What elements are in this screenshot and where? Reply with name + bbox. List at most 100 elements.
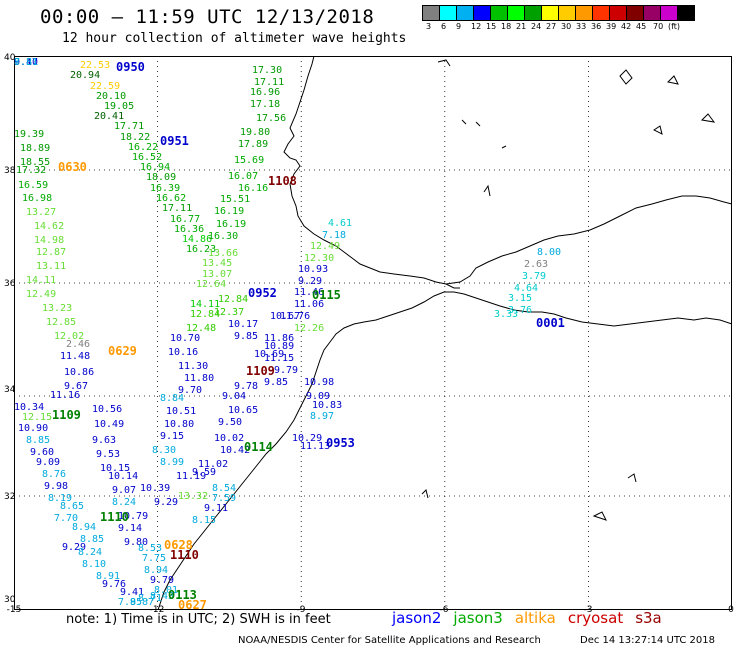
- pass-time-label: 1109: [52, 408, 81, 422]
- wave-height-value: 18.09: [146, 172, 176, 183]
- wave-height-value: 16.16: [238, 183, 268, 194]
- wave-height-value: 10.69: [254, 349, 284, 360]
- satellite-legend: jason2 jason3 altika cryosat s3a: [392, 609, 674, 627]
- wave-height-value: 8.01: [154, 585, 178, 596]
- color-scale-label: 12: [471, 22, 482, 31]
- wave-height-value: 8.43: [150, 591, 174, 602]
- wave-height-value: 11.15: [264, 353, 294, 364]
- wave-height-value: 8.54: [212, 483, 236, 494]
- pass-time-label: 0628: [164, 538, 193, 552]
- wave-height-value: 11.02: [198, 459, 228, 470]
- wave-height-value: 20.10: [96, 91, 126, 102]
- wave-height-value: 7.18: [322, 230, 346, 241]
- wave-height-value: 9.29: [298, 276, 322, 287]
- wave-height-value: 9.59: [192, 467, 216, 478]
- x-tick-label: -3: [584, 605, 593, 615]
- wave-height-value: 17.56: [256, 113, 286, 124]
- observation-labels: 22.5320.9422.5920.1019.0520.4117.7118.22…: [14, 57, 561, 608]
- wave-height-value: 12.15: [22, 412, 52, 423]
- wave-height-value: 10.93: [298, 264, 328, 275]
- wave-height-value: 22.53: [80, 60, 110, 71]
- wave-height-value: 10.90: [18, 423, 48, 434]
- wave-height-value: 16.52: [132, 152, 162, 163]
- wave-height-value: 9.15: [160, 431, 184, 442]
- wave-height-value: 8.24: [112, 497, 136, 508]
- color-scale-label: 21: [516, 22, 527, 31]
- wave-height-value: 10.83: [312, 400, 342, 411]
- generated-timestamp: Dec 14 13:27:14 UTC 2018: [580, 635, 715, 646]
- wave-height-value: 8.97: [310, 411, 334, 422]
- satellite-legend-item: jason2: [392, 609, 442, 627]
- wave-height-value: 10.86: [64, 367, 94, 378]
- wave-height-value: 19.39: [14, 129, 44, 140]
- wave-height-value: 10.16: [168, 347, 198, 358]
- wave-height-value: 17.89: [238, 139, 268, 150]
- wave-height-value: 9.70: [178, 385, 202, 396]
- wave-height-value: 16.39: [150, 183, 180, 194]
- wave-height-value: 8.91: [96, 571, 120, 582]
- pass-time-label: 0001: [536, 316, 565, 330]
- pass-time-label: 0630: [58, 160, 87, 174]
- wave-height-value: 11.19: [176, 471, 206, 482]
- color-scale-label: 33: [576, 22, 587, 31]
- wave-height-value: 10.17: [228, 319, 258, 330]
- wave-height-value: 9.98: [44, 481, 68, 492]
- wave-height-value: 8.99: [160, 457, 184, 468]
- x-tick-label: -9: [297, 605, 306, 615]
- wave-height-value: 13.45: [202, 258, 232, 269]
- wave-height-value: 10.67: [270, 311, 300, 322]
- wave-height-value: 8.76: [42, 469, 66, 480]
- wave-height-value: 10.51: [166, 406, 196, 417]
- wave-height-value: 12.30: [304, 253, 334, 264]
- wave-height-value: 17.32: [16, 165, 46, 176]
- wave-height-value: 12.26: [294, 323, 324, 334]
- wave-height-value: 9.04: [222, 391, 246, 402]
- color-scale-swatch: [677, 5, 695, 21]
- wave-height-value: 9.79: [274, 365, 298, 376]
- wave-height-value: 16.36: [174, 224, 204, 235]
- wave-height-value: 9.53: [96, 449, 120, 460]
- wave-height-value: 12.37: [214, 307, 244, 318]
- satellite-legend-item: altika: [514, 609, 556, 627]
- map-frame: [14, 56, 732, 610]
- wave-height-value: 12.64: [196, 279, 226, 290]
- wave-height-value: 9.63: [92, 435, 116, 446]
- wave-height-value: 9.80: [124, 537, 148, 548]
- wave-height-value: 10.34: [14, 402, 44, 413]
- wave-height-value: 15.51: [220, 194, 250, 205]
- wave-height-value: 12.87: [36, 247, 66, 258]
- wave-height-value: 16.62: [156, 193, 186, 204]
- wave-height-value: 14.11: [26, 275, 56, 286]
- wave-height-value: 2.63: [524, 259, 548, 270]
- pass-time-label: 1110: [170, 548, 199, 562]
- wave-height-value: 14.98: [34, 235, 64, 246]
- pass-time-label: 0629: [108, 344, 137, 358]
- wave-height-value: 3.79: [522, 271, 546, 282]
- wave-height-value: 16.77: [170, 214, 200, 225]
- wave-height-value: 9.40: [14, 57, 38, 68]
- wave-height-value: 8.30: [152, 445, 176, 456]
- y-tick-label: 34: [4, 385, 16, 395]
- wave-height-value: 13.23: [42, 303, 72, 314]
- wave-height-value: 12.49: [26, 289, 56, 300]
- x-tick-label: -12: [150, 605, 165, 615]
- wave-height-value: 7.95: [118, 597, 142, 608]
- wave-height-value: 8.85: [26, 435, 50, 446]
- wave-height-value: 13.32: [178, 491, 208, 502]
- wave-height-value: 22.59: [90, 81, 120, 92]
- wave-height-value: 10.79: [118, 511, 148, 522]
- y-tick-label: 30: [4, 595, 16, 605]
- wave-height-value: 9.09: [36, 457, 60, 468]
- wave-height-value: 9.85: [234, 331, 258, 342]
- map-title: 00:00 – 11:59 UTC 12/13/2018: [40, 6, 375, 28]
- footer-note: note: 1) Time is in UTC; 2) SWH is in fe…: [66, 612, 331, 627]
- wave-height-value: 13.07: [202, 269, 232, 280]
- wave-height-value: 2.46: [66, 339, 90, 350]
- color-scale-label: 6: [441, 22, 447, 31]
- wave-height-value: 12.49: [310, 241, 340, 252]
- wave-height-value: 9.11: [204, 503, 228, 514]
- pass-time-label: 0115: [312, 288, 341, 302]
- wave-height-value: 11.30: [178, 361, 208, 372]
- wave-height-value: 8.00: [537, 247, 561, 258]
